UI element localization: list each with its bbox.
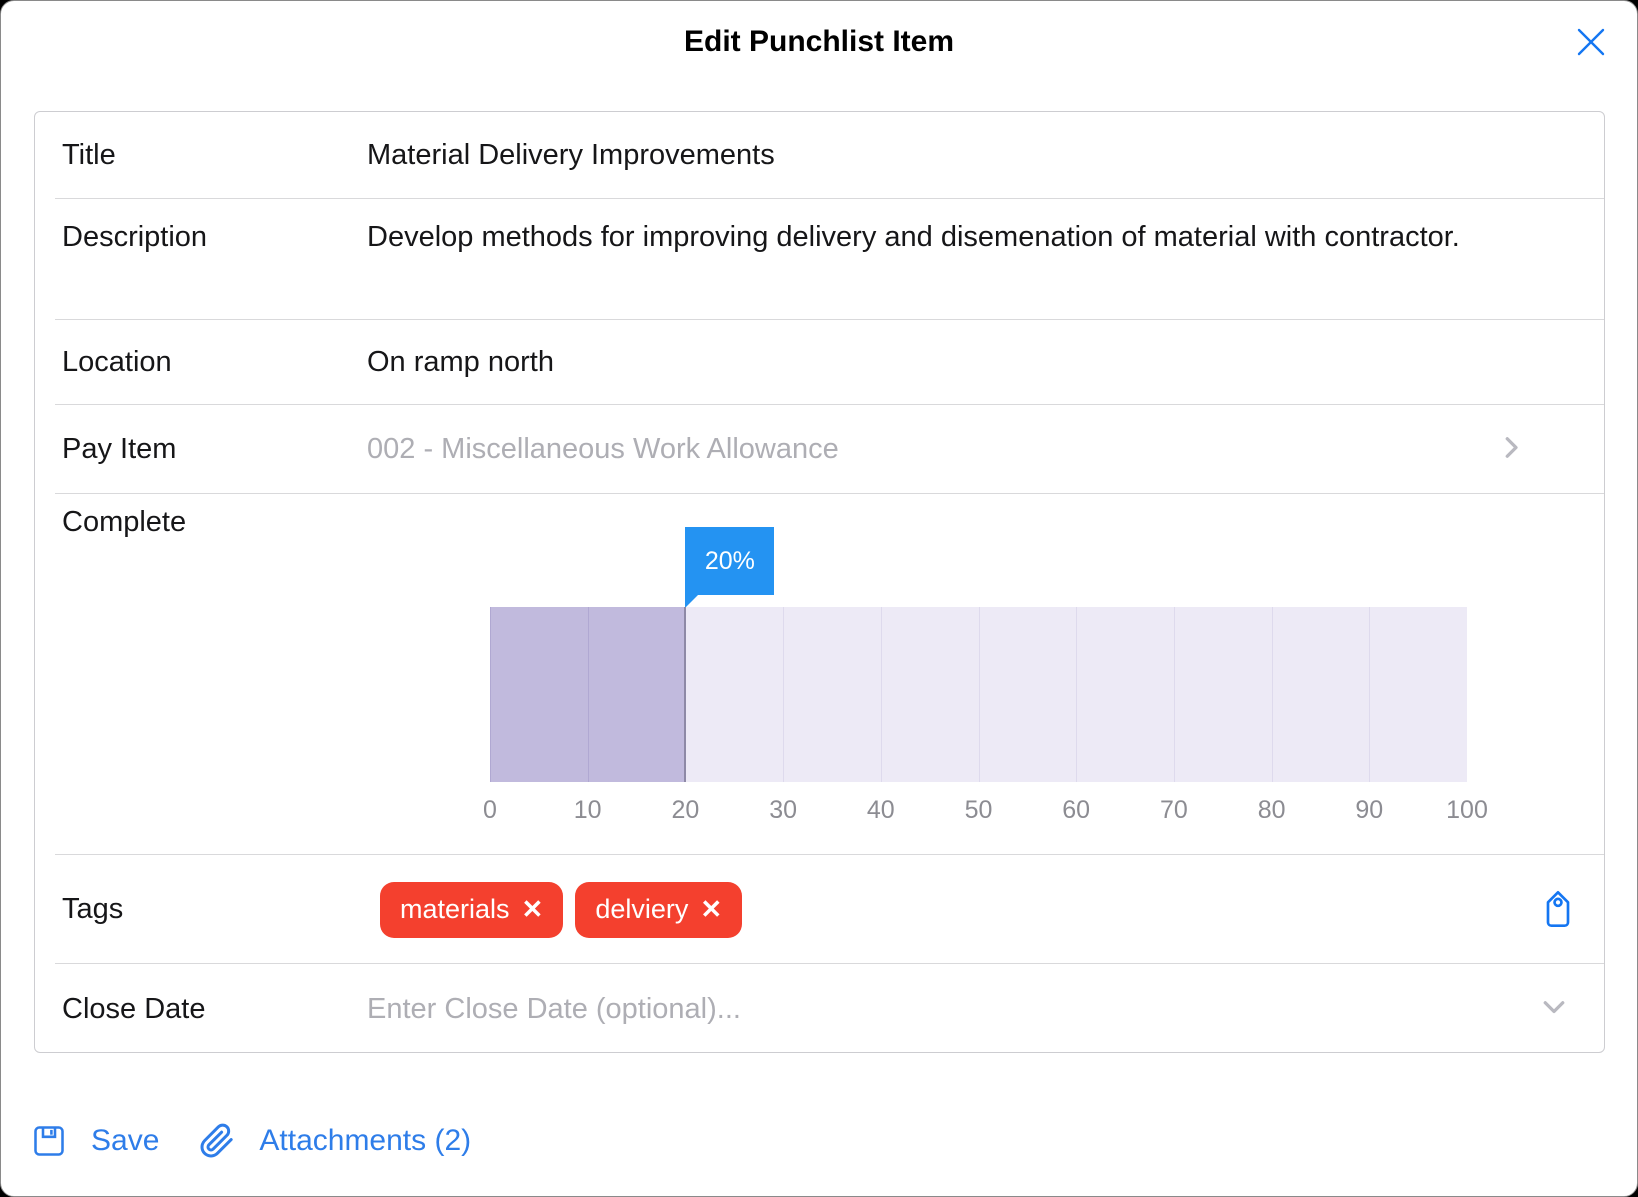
attachments-label: Attachments (2) (259, 1124, 472, 1157)
location-label: Location (62, 346, 172, 378)
slider-progress-edge[interactable] (684, 607, 687, 782)
close-date-label: Close Date (62, 992, 206, 1025)
remove-tag-button[interactable]: ✕ (521, 894, 544, 924)
slider-segment (588, 607, 687, 782)
complete-label: Complete (62, 506, 187, 538)
modal-title: Edit Punchlist Item (683, 25, 955, 58)
tag-pills: materials ✕ delviery ✕ (380, 881, 743, 938)
close-button[interactable] (1573, 25, 1609, 61)
slider-tick-label: 10 (573, 796, 602, 824)
slider-tick-label: 100 (1446, 796, 1488, 824)
pay-item-label: Pay Item (62, 433, 177, 465)
close-date-input[interactable]: Enter Close Date (optional)... (367, 992, 741, 1025)
slider-tick-label: 0 (483, 796, 497, 824)
slider-segment (980, 607, 1078, 782)
slider-tick-label: 90 (1355, 796, 1384, 824)
title-label: Title (62, 139, 116, 171)
slider-tick-label: 80 (1257, 796, 1286, 824)
field-row-tags: Tags materials ✕ delviery ✕ (35, 855, 1604, 964)
field-row-location: Location On ramp north (35, 320, 1604, 405)
field-row-description: Description Develop methods for improvin… (35, 199, 1604, 320)
tag-pill-label: delviery (595, 894, 689, 924)
footer-toolbar: Save Attachments (2) (31, 1123, 471, 1159)
slider-tick-label: 50 (964, 796, 993, 824)
slider-value-text: 20% (704, 546, 755, 575)
slider-tick-label: 20 (671, 796, 700, 824)
tag-pill: delviery ✕ (575, 881, 743, 938)
tag-icon (1546, 890, 1570, 927)
tag-pill: materials ✕ (380, 881, 564, 938)
tags-label: Tags (62, 893, 124, 925)
title-input[interactable]: Material Delivery Improvements (367, 139, 775, 171)
field-row-title: Title Material Delivery Improvements (35, 112, 1604, 199)
chevron-right-icon (1496, 430, 1526, 469)
location-input[interactable]: On ramp north (367, 346, 554, 378)
description-label: Description (62, 221, 208, 253)
tag-pill-label: materials (400, 894, 510, 924)
punchlist-form: Title Material Delivery Improvements Des… (34, 111, 1605, 1053)
slider-tick-label: 60 (1062, 796, 1091, 824)
pay-item-value[interactable]: 002 - Miscellaneous Work Allowance (367, 433, 839, 465)
field-row-pay-item[interactable]: Pay Item 002 - Miscellaneous Work Allowa… (35, 405, 1604, 494)
slider-segment (882, 607, 980, 782)
description-input[interactable]: Develop methods for improving delivery a… (367, 221, 1460, 253)
slider-tick-label: 30 (769, 796, 797, 824)
slider-ticks: 0 10 20 30 40 50 60 70 80 90 100 (483, 796, 1488, 826)
save-button[interactable]: Save (31, 1123, 159, 1159)
field-row-close-date: Close Date Enter Close Date (optional)..… (35, 964, 1604, 1054)
slider-tick-label: 40 (866, 796, 895, 824)
slider-segment (784, 607, 882, 782)
slider-segment (490, 607, 589, 782)
complete-slider[interactable]: 20% 0 10 20 30 40 50 60 70 80 90 100 (483, 527, 1488, 824)
remove-tag-button[interactable]: ✕ (700, 894, 723, 924)
slider-segment (1077, 607, 1175, 782)
slider-segment (1273, 607, 1371, 782)
close-icon (1577, 28, 1605, 56)
slider-segment (686, 607, 785, 782)
slider-track[interactable] (490, 607, 1467, 782)
field-row-complete: Complete 20% 0 10 20 30 40 50 60 70 80 90 100 (35, 494, 1604, 855)
save-label: Save (91, 1124, 160, 1157)
paperclip-icon (200, 1123, 234, 1158)
attachments-button[interactable]: Attachments (2) (199, 1123, 471, 1159)
slider-segment (1370, 607, 1467, 782)
save-icon (34, 1126, 64, 1156)
slider-tick-label: 70 (1159, 796, 1188, 824)
slider-segment (1175, 607, 1273, 782)
slider-value-tooltip: 20% (685, 527, 775, 608)
chevron-down-icon[interactable] (1536, 992, 1572, 1027)
add-tag-button[interactable] (1542, 887, 1574, 933)
